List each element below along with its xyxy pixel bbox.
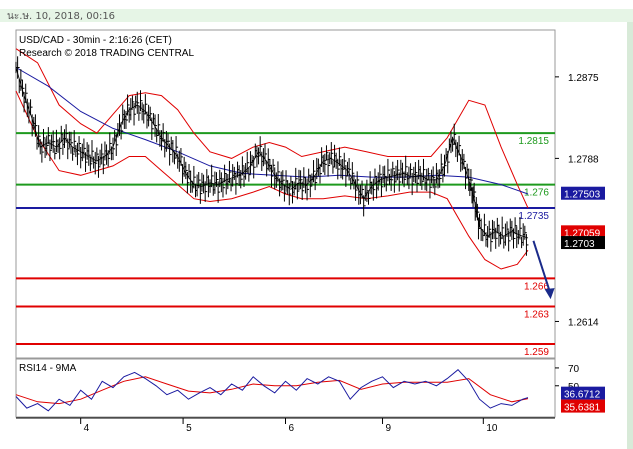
level-label: 1.263 [524,309,549,320]
chart-subtitle: Research © 2018 TRADING CENTRAL [19,48,194,59]
x-tick-label: 4 [84,423,90,434]
price-line [15,67,529,239]
level-label: 1.259 [524,347,549,358]
price-marker-blue-box [561,186,605,200]
right-edge-strip [627,22,633,449]
arrow-head [544,288,555,300]
forecast-arrow [532,240,555,300]
chart-title: USD/CAD - 30min - 2:16:26 (CET) [19,35,172,46]
x-tick-label: 9 [386,423,392,434]
level-label: 1.266 [524,281,549,292]
price-series [15,56,529,256]
x-axis-ticks: 4 5 6 9 10 [80,418,498,434]
price-marker-red-box [561,225,605,239]
rsi-plot-area [15,358,556,418]
y-axis-ticks: 1.2875 1.2788 1.2614 [555,73,599,328]
price-marker-black-box [561,236,605,250]
header-datetime: นะ.ษ. 10, 2018, 00:16 [7,11,116,22]
rsi-y-tick-label: 70 [568,364,580,375]
header-bar: นะ.ษ. 10, 2018, 00:16 [0,9,633,22]
rsi-ma-line [15,376,529,405]
level-lines: 1.2815 1.276 1.2735 1.266 1.263 1.259 [16,132,555,358]
x-tick-label: 5 [186,423,192,434]
y-tick-label: 1.2788 [568,154,599,165]
level-label: 1.2815 [518,136,549,147]
y-tick-label: 1.2614 [568,317,599,328]
bollinger-lower [15,90,529,270]
y-tick-label: 1.2875 [568,73,599,84]
rsi-line [15,369,529,412]
arrow-shaft [532,240,551,292]
price-marker-black: 1.2703 [564,239,595,250]
main-plot-area [15,29,556,359]
rsi-marker-red: 35.6381 [564,403,601,414]
price-marker-blue: 1.27503 [564,190,601,201]
x-tick-label: 10 [486,423,498,434]
level-label: 1.276 [524,188,549,199]
rsi-title: RSI14 - 9MA [19,363,77,374]
rsi-marker-blue: 36.6712 [564,390,601,401]
x-tick-label: 6 [289,423,295,434]
level-label: 1.2735 [518,211,549,222]
price-marker-red: 1.27059 [564,228,601,239]
rsi-marker-red-box [561,399,605,413]
rsi-marker-blue-box [561,386,605,400]
